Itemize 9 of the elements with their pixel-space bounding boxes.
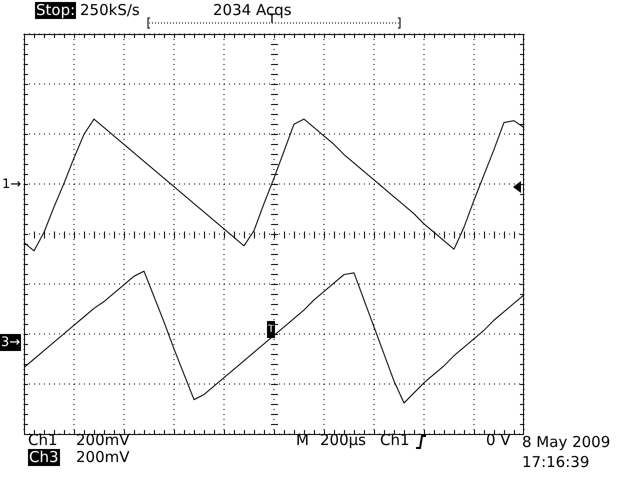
text: Stop:	[35, 1, 76, 19]
text: 8 May 2009	[522, 433, 610, 451]
text: 1→	[2, 176, 22, 193]
text: 200mV	[76, 448, 130, 466]
text: Ch3	[28, 448, 60, 466]
text: 17:16:39	[522, 453, 590, 471]
text: 3→	[0, 334, 22, 351]
text: 250kS/s	[80, 1, 140, 19]
annotation: T	[267, 321, 276, 338]
